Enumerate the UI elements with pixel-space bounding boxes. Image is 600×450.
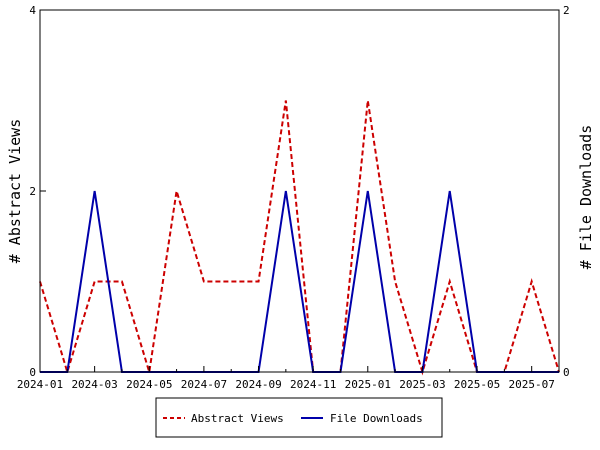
y2-axis-title: # File Downloads: [577, 125, 595, 270]
y-axis-title: # Abstract Views: [6, 119, 24, 264]
legend-label-file-downloads: File Downloads: [330, 412, 423, 425]
y2-tick-label: 2: [563, 4, 570, 17]
y-tick-label: 4: [29, 4, 36, 17]
x-tick-label: 2025-03: [399, 378, 445, 391]
legend: Abstract Views File Downloads: [155, 397, 443, 438]
y-tick-label: 0: [29, 366, 36, 379]
series-line-abstract-views: [39, 100, 560, 376]
legend-box: [155, 397, 443, 438]
y-tick-label: 2: [29, 185, 36, 198]
x-tick-label: 2024-09: [235, 378, 281, 391]
legend-label-abstract-views: Abstract Views: [191, 412, 284, 425]
x-tick-label: 2024-07: [181, 378, 227, 391]
x-tick-label: 2024-03: [71, 378, 117, 391]
x-tick-label: 2024-01: [17, 378, 63, 391]
x-tick-label: 2024-05: [126, 378, 172, 391]
x-tick-label: 2025-05: [454, 378, 500, 391]
x-tick-label: 2024-11: [290, 378, 336, 391]
y2-tick-label: 0: [563, 366, 570, 379]
x-tick-label: 2025-01: [345, 378, 391, 391]
x-tick-label: 2025-07: [509, 378, 555, 391]
